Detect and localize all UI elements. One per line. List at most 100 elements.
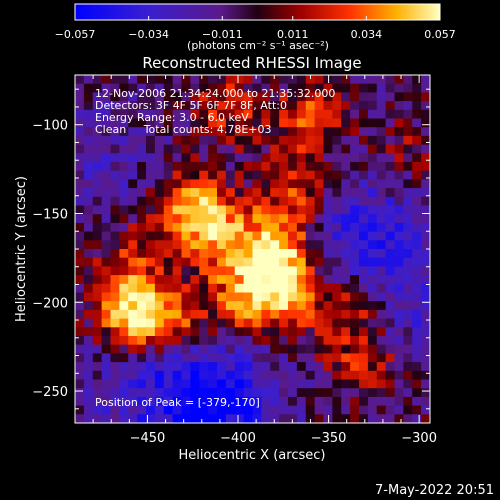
heatmap-cell [421,231,430,241]
heatmap-cell [172,231,183,241]
heatmap-cell [350,222,360,233]
heatmap-cell [314,162,325,172]
heatmap-cell [314,144,325,154]
heatmap-cell [332,135,342,146]
heatmap-cell [83,75,94,85]
heatmap-cell [146,188,156,198]
heatmap-cell [92,344,103,354]
heatmap-cell [367,109,378,120]
heatmap-cell [394,344,404,354]
heatmap-cell [110,118,120,128]
heatmap-cell [314,188,325,198]
heatmap-cell [296,188,307,198]
heatmap-cell [385,388,396,398]
heatmap-cell [119,344,129,354]
heatmap-cell [252,109,262,120]
heatmap-cell [305,222,316,233]
heatmap-cell [261,144,271,154]
heatmap-cell [83,240,94,250]
heatmap-cell [154,283,165,294]
heatmap-cell [234,127,245,137]
heatmap-cell [83,170,94,180]
heatmap-cell [234,222,245,233]
heatmap-cell [163,118,174,128]
heatmap-cell [359,275,369,285]
heatmap-cell [146,379,156,389]
heatmap-cell [394,188,404,198]
heatmap-cell [367,170,378,180]
heatmap-cell [163,249,174,259]
heatmap-cell [217,118,227,128]
heatmap-cell [359,370,369,381]
heatmap-cell [305,196,316,207]
heatmap-cell [394,109,404,120]
heatmap-cell [225,214,236,224]
heatmap-cell [350,240,360,250]
heatmap-cell [305,309,316,320]
heatmap-cell [83,275,94,285]
heatmap-cell [305,83,316,93]
heatmap-cell [110,109,120,120]
heatmap-cell [243,396,254,407]
heatmap-cell [154,170,165,180]
heatmap-cell [75,153,85,163]
heatmap-cell [92,135,103,146]
heatmap-cell [75,196,85,207]
heatmap-cell [146,309,156,320]
heatmap-cell [243,83,254,93]
colorbar [74,3,441,21]
heatmap-cell [421,135,430,146]
heatmap-cell [128,301,138,311]
heatmap-cell [92,396,103,407]
heatmap-cell [314,266,325,276]
heatmap-cell [332,240,342,250]
heatmap-cell [367,292,378,302]
heatmap-cell [394,162,404,172]
heatmap-cell [163,388,174,398]
heatmap-cell [234,336,245,346]
heatmap-cell [234,101,245,111]
x-tick-label: −350 [311,431,347,446]
heatmap-cell [314,240,325,250]
heatmap-cell [110,396,120,407]
heatmap-cell [137,222,147,233]
heatmap-cell [296,283,307,294]
heatmap-cell [314,170,325,180]
heatmap-cell [128,240,138,250]
heatmap-cell [341,283,351,294]
heatmap-cell [181,101,191,111]
heatmap-cell [314,344,325,354]
heatmap-cell [323,170,333,180]
heatmap-cell [279,309,289,320]
heatmap-cell [288,214,298,224]
heatmap-cell [243,135,254,146]
heatmap-cell [421,388,430,398]
heatmap-cell [243,92,254,102]
heatmap-cell [154,336,165,346]
heatmap-cell [261,205,271,215]
heatmap-cell [190,75,200,85]
heatmap-cell [332,188,342,198]
heatmap-cell [181,162,191,172]
heatmap-cell [208,396,218,407]
heatmap-cell [243,153,254,163]
heatmap-cell [279,396,289,407]
heatmap-cell [359,327,369,337]
heatmap-cell [154,92,165,102]
heatmap-cell [217,249,227,259]
heatmap-cell [385,292,396,302]
heatmap-cell [252,101,262,111]
heatmap-cell [421,396,430,407]
heatmap-cell [288,153,298,163]
heatmap-cell [314,257,325,267]
heatmap-cell [199,396,209,407]
heatmap-cell [421,249,430,259]
heatmap-cell [270,135,280,146]
heatmap-cell [83,118,94,128]
heatmap-cell [154,231,165,241]
heatmap-cell [421,327,430,337]
heatmap-cell [367,179,378,189]
heatmap-cell [332,275,342,285]
heatmap-cell [101,179,112,189]
heatmap-cell [305,101,316,111]
